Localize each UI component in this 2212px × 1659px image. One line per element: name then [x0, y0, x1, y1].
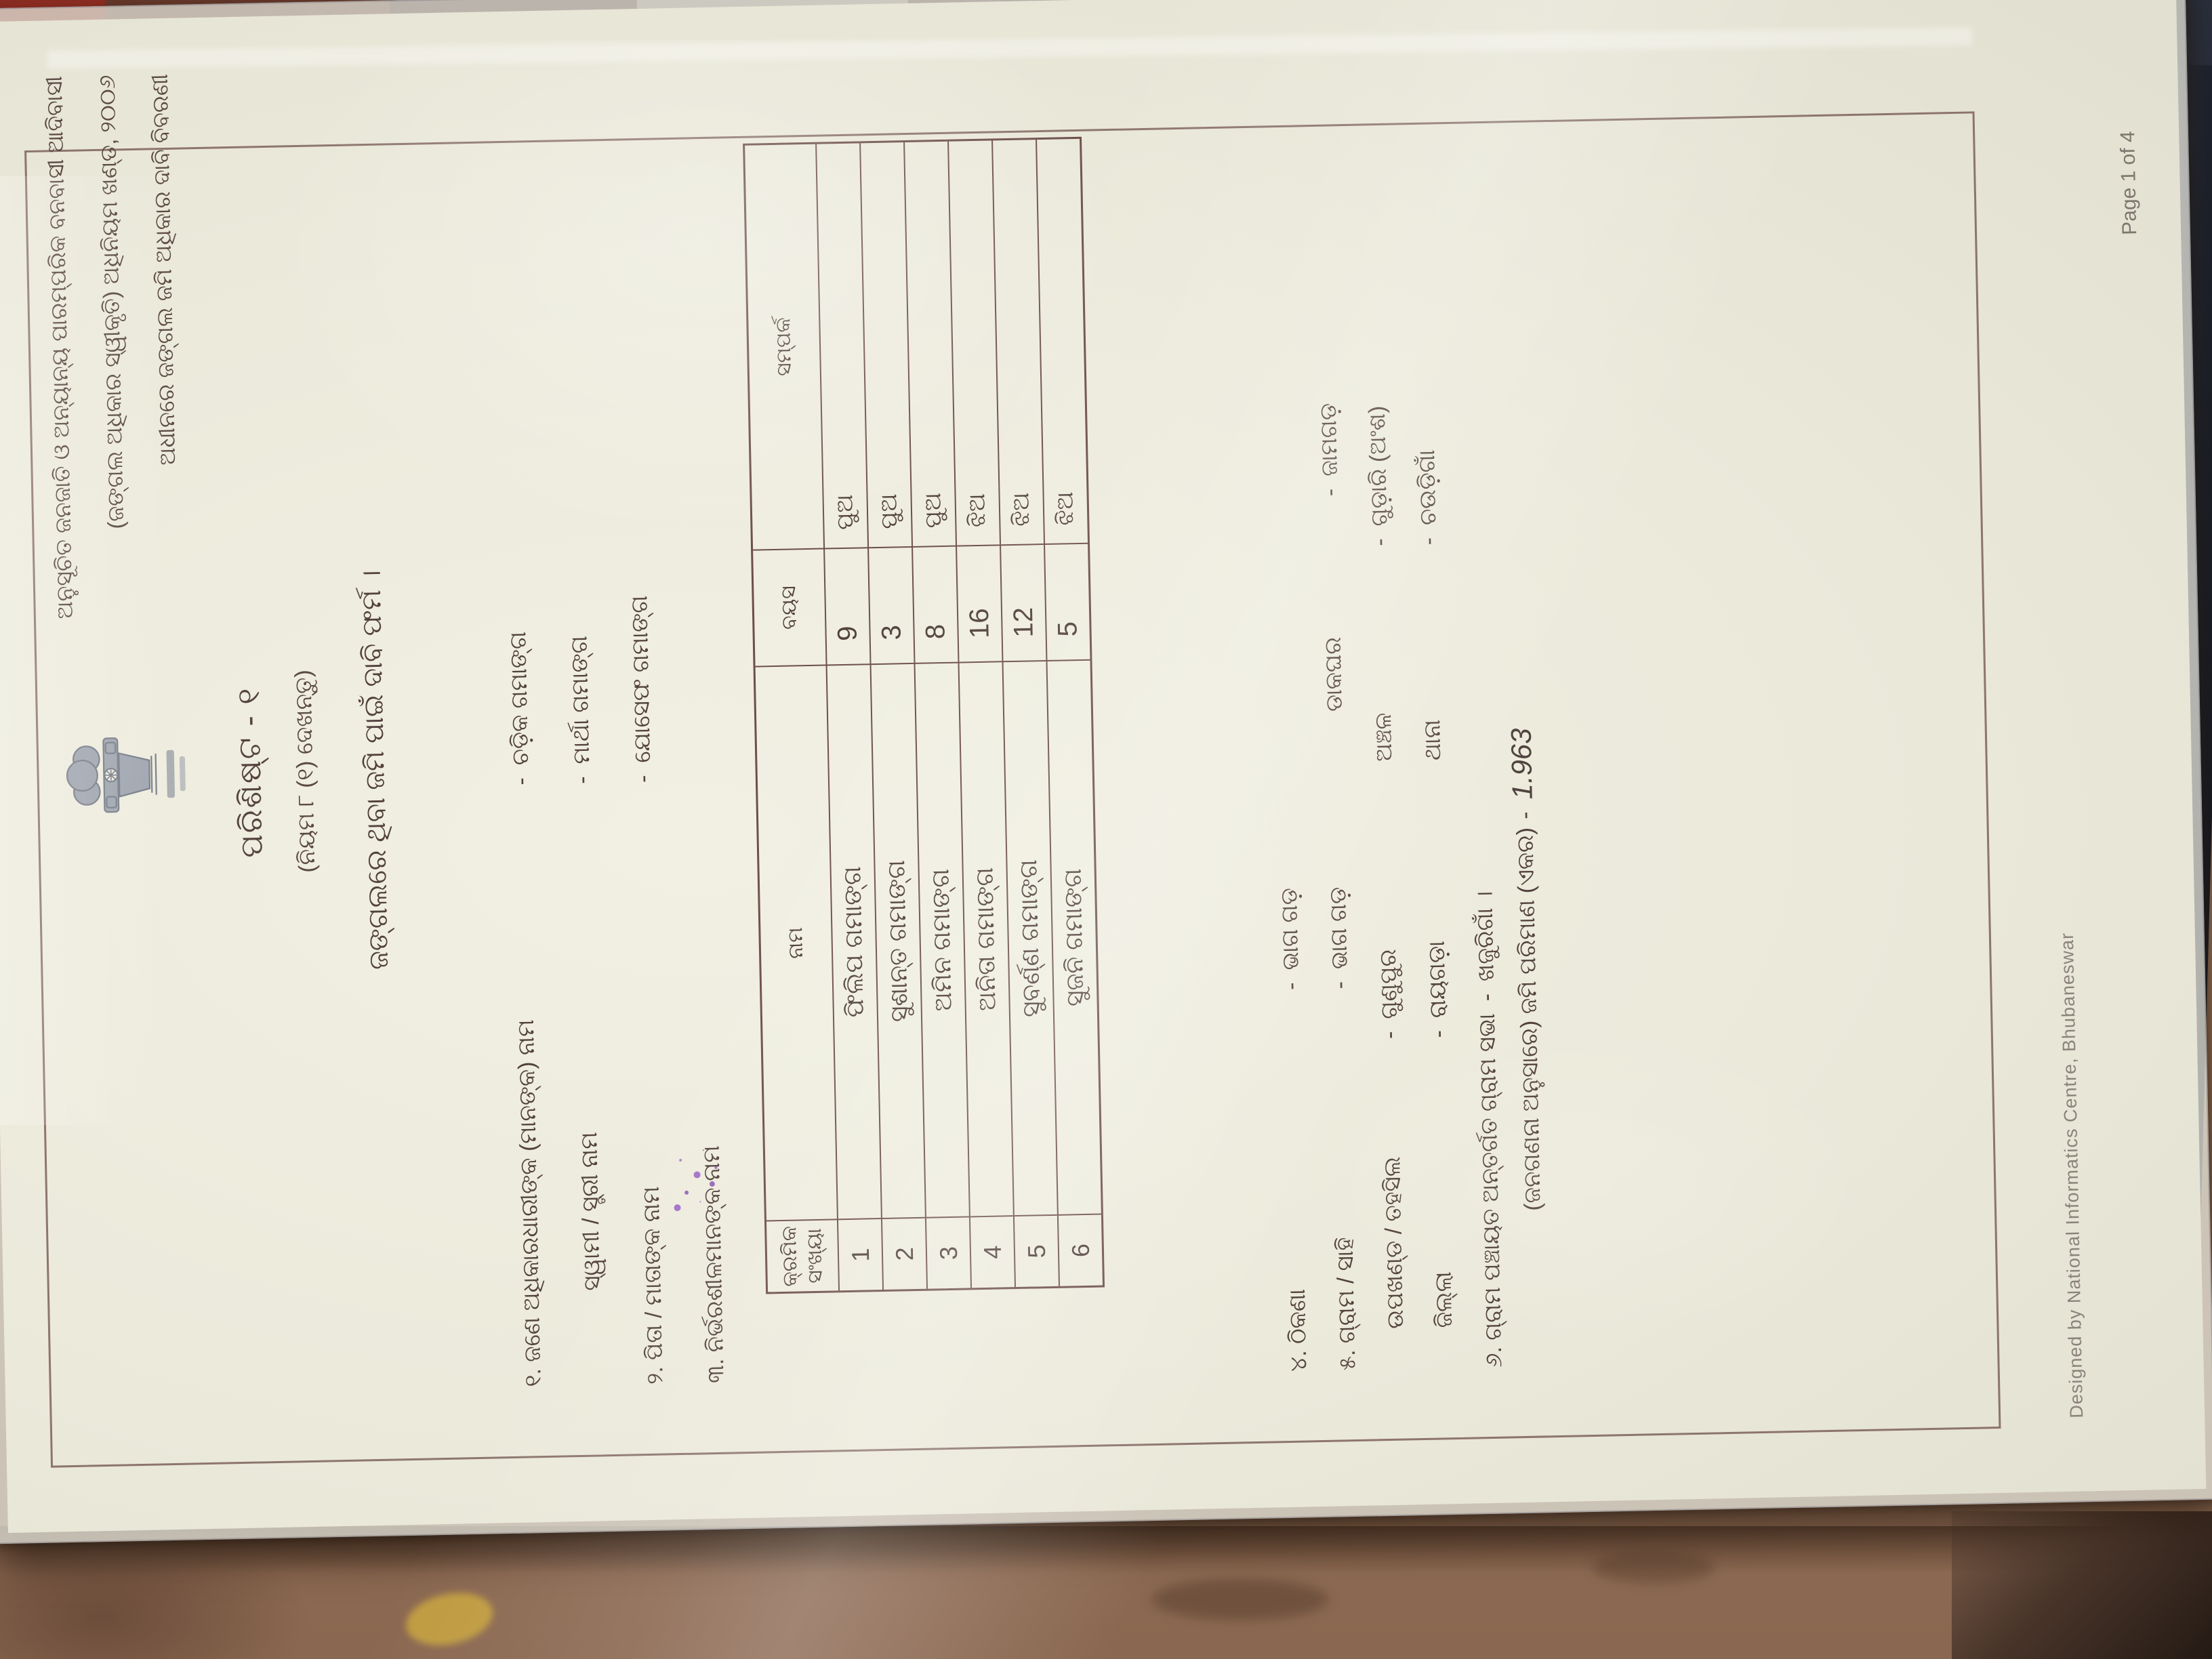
dash: -: [1376, 1031, 1403, 1040]
field-label: ୩. ନିର୍ଭରଶୀଳମାନଙ୍କ ନାମ: [698, 1145, 729, 1384]
cell-serial: 3: [924, 1216, 971, 1289]
field-label: ଡାକଘର: [1319, 636, 1348, 712]
cell-serial: 4: [968, 1215, 1015, 1288]
field-label: ଥାନା: [1419, 719, 1446, 761]
field-dependents: ୩. ନିର୍ଭରଶୀଳମାନଙ୍କ ନାମ: [699, 1145, 730, 1384]
field-value: ଚଉଡ଼ିଗାଁ: [1414, 449, 1441, 526]
claim-form-page: ଅନୁସୂଚିତ ଜନଜାତି ଓ ଅନ୍ୟାନ୍ୟ ପାରମ୍ପରିକ ବନବ…: [0, 0, 2207, 1534]
dash: -: [1425, 1029, 1452, 1038]
field-label: ଜିଲ୍ଲା: [1430, 1271, 1458, 1328]
cell-age: 12: [1000, 544, 1046, 661]
cell-serial: 1: [836, 1218, 883, 1291]
field-label: ଉପଖଣ୍ଡ / ତହସିଲ: [1379, 1156, 1409, 1330]
cell-age: 5: [1044, 542, 1090, 661]
cell-serial: 2: [880, 1216, 927, 1290]
land-extent-value: 1.963: [1504, 728, 1538, 800]
field-value: ରାୟଗଡ଼ା: [1423, 940, 1452, 1019]
dash: -: [1278, 982, 1305, 991]
cell-age: 9: [823, 547, 870, 665]
field-value: ଜାମଗଡ଼: [1315, 403, 1343, 477]
document-photo: ଅନୁସୂଚିତ ଜନଜାତି ଓ ଅନ୍ୟାନ୍ୟ ପାରମ୍ପରିକ ବନବ…: [0, 0, 2212, 1544]
field-value: ଗୁଣୁପୁର: [1375, 949, 1403, 1019]
field-value: ଭାଗ ଗଡ଼: [1276, 887, 1304, 970]
cell-relation: ପୁଅ: [859, 142, 912, 548]
header-serial: କ୍ରମିକ ସଂଖ୍ୟା: [766, 1218, 839, 1292]
field-value: ଯୋସେଫ ଗମାଙ୍ଗ: [626, 595, 656, 764]
field-value: ମାର୍ଥା ଗମାଙ୍ଗ: [566, 635, 595, 764]
cell-serial: 5: [1012, 1214, 1059, 1288]
dependents-table: କ୍ରମିକ ସଂଖ୍ୟା ନାମ ବୟସ ସମ୍ପର୍କ 1 ଫିଲିପ ଗମ…: [743, 136, 1105, 1294]
cell-age: 16: [956, 544, 1002, 662]
floor-stain: [1593, 1552, 1715, 1583]
ashoka-emblem-icon: [62, 719, 205, 830]
dash: -: [1512, 811, 1538, 820]
floor-dark-corner: [1952, 1511, 2212, 1659]
dash: -: [1415, 537, 1442, 546]
field-label: ଅଞ୍ଚଳ: [1370, 712, 1397, 762]
field-value: ଗୁଡ଼ାରି (ଅଂଶ): [1364, 405, 1393, 527]
cell-relation: ଝିଅ: [947, 140, 1000, 546]
field-value: ଚଡ଼ିକ ଗମାଙ୍ଗ: [505, 631, 534, 766]
header-relation: ସମ୍ପର୍କ: [772, 317, 796, 377]
field-value: ଖଜୁରିଗାଁ ।: [1471, 890, 1500, 982]
cell-serial: 6: [1057, 1213, 1103, 1286]
dash: -: [1366, 538, 1393, 547]
header-age: ବୟସ: [753, 548, 826, 666]
floor-stain: [1152, 1579, 1328, 1620]
cell-relation: ଝିଅ: [991, 140, 1044, 545]
cell-age: 3: [867, 546, 914, 664]
cell-relation: ପୁଅ: [815, 143, 868, 548]
cell-relation: ପୁଅ: [903, 141, 956, 546]
dash: -: [508, 777, 535, 785]
header-name: ନାମ: [755, 664, 837, 1221]
dash: -: [569, 776, 595, 785]
dash: -: [1473, 993, 1500, 1002]
dash: -: [1317, 488, 1343, 497]
cell-age: 8: [912, 545, 958, 663]
field-value: ଭାଗ ଗଡ଼: [1325, 886, 1353, 970]
dash: -: [630, 775, 656, 783]
yellow-floor-spot: [401, 1585, 498, 1653]
nic-credit: Designed by National Informatics Centre,…: [2056, 932, 2087, 1419]
cell-relation: ଝିଅ: [1036, 138, 1088, 544]
dash: -: [1327, 981, 1353, 989]
page-number: Page 1 of 4: [2116, 131, 2142, 236]
